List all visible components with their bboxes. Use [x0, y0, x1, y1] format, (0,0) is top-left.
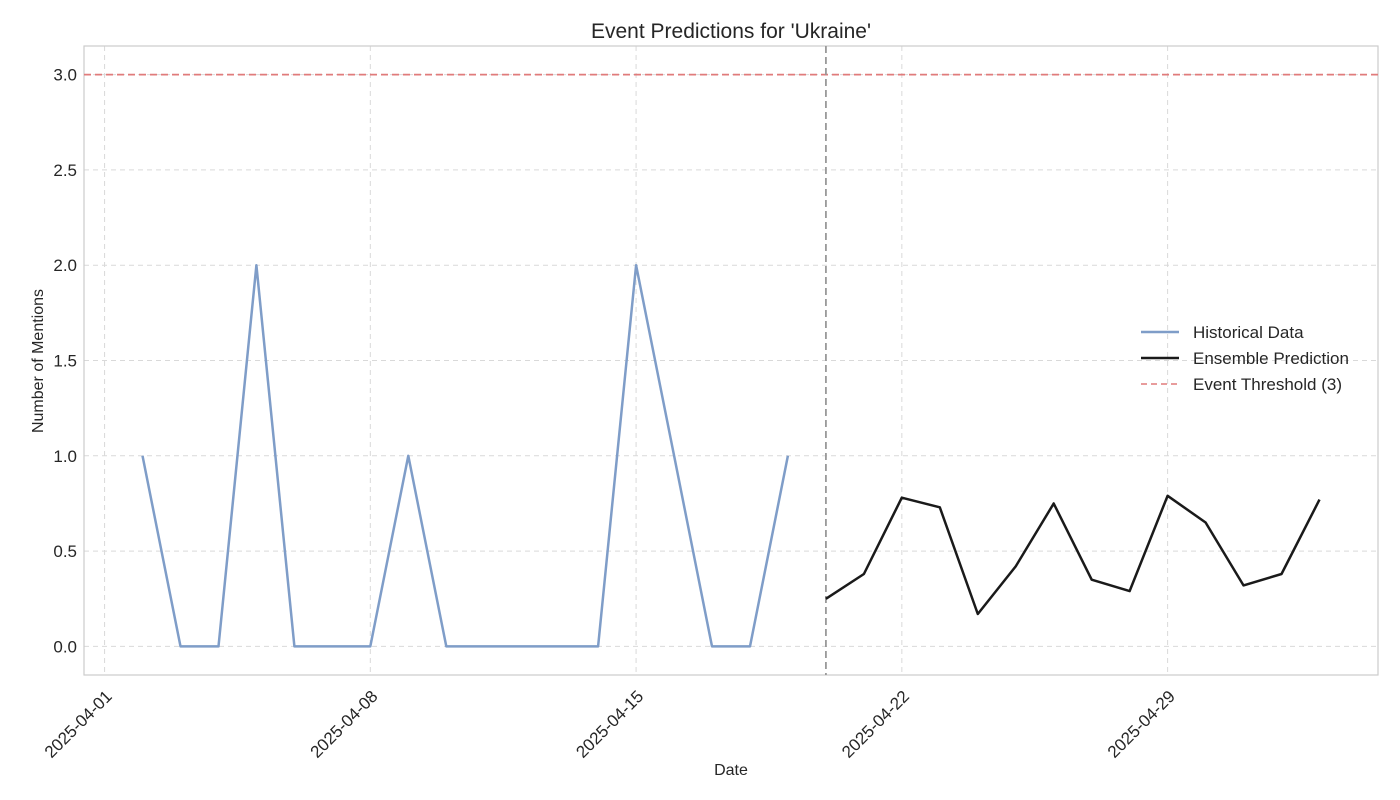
x-tick-label: 2025-04-29 — [1104, 687, 1179, 762]
x-tick-label: 2025-04-01 — [41, 687, 116, 762]
y-tick-label: 2.0 — [53, 256, 77, 275]
grid-lines — [84, 46, 1378, 675]
series-layer — [141, 263, 1321, 648]
legend-label-ensemble: Ensemble Prediction — [1193, 349, 1349, 368]
historical-data-line — [141, 263, 790, 648]
y-tick-label: 1.0 — [53, 447, 77, 466]
y-tick-labels: 0.0 0.5 1.0 1.5 2.0 2.5 3.0 — [53, 66, 77, 657]
ensemble-prediction-line — [825, 494, 1321, 616]
x-tick-labels: 2025-04-01 2025-04-08 2025-04-15 2025-04-22… — [41, 687, 1179, 762]
plot-frame — [83, 45, 1379, 676]
y-tick-label: 0.5 — [53, 542, 77, 561]
chart-title: Event Predictions for 'Ukraine' — [591, 20, 871, 43]
y-axis-label: Number of Mentions — [30, 289, 47, 433]
x-tick-label: 2025-04-15 — [572, 687, 647, 762]
y-tick-label: 0.0 — [53, 637, 77, 656]
legend: Historical Data Ensemble Prediction Even… — [1141, 323, 1349, 394]
legend-label-threshold: Event Threshold (3) — [1193, 375, 1342, 394]
y-tick-label: 1.5 — [53, 352, 77, 371]
x-axis-label: Date — [714, 762, 748, 779]
legend-label-historical: Historical Data — [1193, 323, 1304, 342]
y-tick-label: 2.5 — [53, 161, 77, 180]
x-tick-label: 2025-04-22 — [838, 687, 913, 762]
x-tick-label: 2025-04-08 — [307, 687, 382, 762]
y-tick-label: 3.0 — [53, 66, 77, 85]
